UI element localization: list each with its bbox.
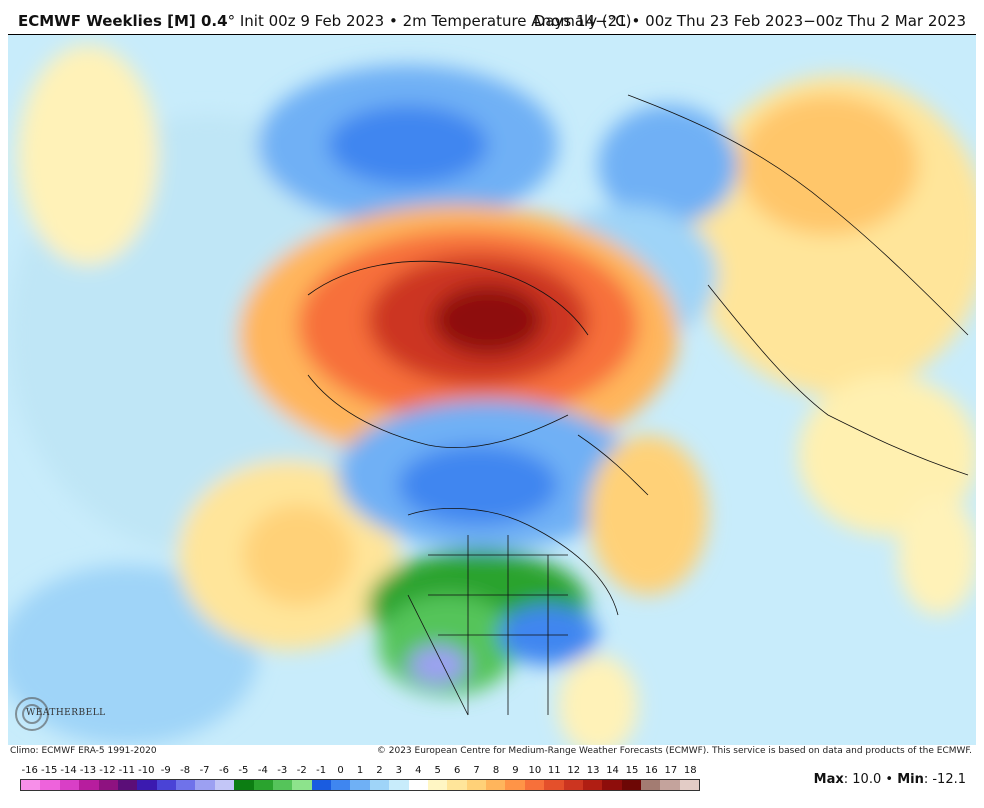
legend-swatch — [582, 780, 603, 790]
legend-label: 1 — [356, 765, 364, 776]
legend-swatch — [331, 780, 351, 790]
legend-swatch — [21, 780, 41, 790]
legend-swatch — [214, 780, 235, 790]
legend-label: -6 — [219, 765, 229, 776]
legend-label: -16 — [21, 765, 38, 776]
legend-labels: -16 -15 -14 -13 -12 -11 -10 -9 -8 -7 -6 -5 -4 -3 -2 -1 0… — [20, 765, 700, 779]
legend-swatch — [660, 780, 680, 790]
legend-swatch — [466, 780, 486, 790]
init-time: Init 00z 9 Feb 2023 — [239, 12, 385, 30]
legend-swatch — [447, 780, 467, 790]
climo-note: Climo: ECMWF ERA-5 1991-2020 — [10, 746, 157, 756]
legend-swatch — [176, 780, 196, 790]
legend-swatch — [117, 780, 138, 790]
legend-label: -4 — [257, 765, 268, 776]
legend-label: 16 — [645, 765, 658, 776]
legend-label: 2 — [376, 765, 383, 776]
legend-label: 3 — [395, 765, 403, 776]
valid-bullet: • — [631, 12, 641, 30]
legend-swatch — [350, 780, 370, 790]
anomaly-field — [8, 45, 976, 745]
anomaly-map[interactable] — [8, 34, 976, 745]
legend-label: 15 — [625, 765, 639, 776]
legend-label: 6 — [453, 765, 461, 776]
valid-period: Days 14−21 • 00z Thu 23 Feb 2023−00z Thu… — [534, 12, 966, 30]
legend-swatch — [621, 780, 641, 790]
degree-symbol: ° — [227, 12, 236, 30]
legend-label: 8 — [492, 765, 500, 776]
legend-label: -13 — [79, 765, 97, 776]
legend-swatch — [602, 780, 622, 790]
copyright-note: © 2023 European Centre for Medium-Range … — [376, 746, 972, 756]
legend-swatch — [408, 780, 428, 790]
legend-label: -3 — [277, 765, 288, 776]
stats-bullet: • — [885, 772, 894, 787]
legend-swatches — [20, 779, 700, 791]
legend-label: 9 — [512, 765, 519, 776]
legend-swatch — [524, 780, 545, 790]
legend-label: 0 — [337, 765, 344, 776]
legend-swatch — [486, 780, 506, 790]
legend-label: -10 — [138, 765, 155, 776]
coastlines — [307, 94, 969, 716]
legend-label: 7 — [473, 765, 480, 776]
legend-swatch — [272, 780, 293, 790]
legend-swatch — [505, 780, 525, 790]
legend-swatch — [98, 780, 118, 790]
legend-swatch — [563, 780, 583, 790]
legend-label: 14 — [606, 765, 619, 776]
legend-swatch — [292, 780, 312, 790]
legend-label: -12 — [99, 765, 116, 776]
valid-time: 00z Thu 23 Feb 2023−00z Thu 2 Mar 2023 — [645, 12, 966, 30]
legend-swatch — [427, 780, 448, 790]
legend-label: -14 — [60, 765, 77, 776]
legend-label: -2 — [296, 765, 307, 776]
legend-label: -7 — [199, 765, 210, 776]
logo-swirl-icon — [15, 697, 49, 731]
legend-swatch — [544, 780, 564, 790]
min-value: : -12.1 — [923, 772, 966, 787]
legend-swatch — [311, 780, 331, 790]
legend-swatch — [369, 780, 390, 790]
legend-label: 13 — [586, 765, 600, 776]
legend-swatch — [679, 780, 700, 790]
legend-swatch — [253, 780, 273, 790]
legend-label: 5 — [434, 765, 441, 776]
title-bullet: • — [388, 12, 398, 30]
legend-swatch — [156, 780, 176, 790]
min-label: Min — [897, 772, 924, 787]
forecast-days: Days 14−21 — [533, 12, 627, 30]
legend-swatch — [59, 780, 80, 790]
legend-label: -5 — [238, 765, 249, 776]
legend-swatch — [40, 780, 60, 790]
legend-label: -1 — [316, 765, 327, 776]
legend-label: -8 — [180, 765, 191, 776]
map-title: ECMWF Weeklies [M] 0.4° Init 00z 9 Feb 2… — [18, 12, 632, 30]
legend-label: 11 — [547, 765, 561, 776]
legend-label: 17 — [664, 765, 678, 776]
legend-swatch — [137, 780, 157, 790]
header: ECMWF Weeklies [M] 0.4° Init 00z 9 Feb 2… — [0, 0, 984, 34]
max-min-stats: Max: 10.0 • Min: -12.1 — [814, 772, 966, 787]
legend-label: 10 — [528, 765, 542, 776]
max-value: : 10.0 — [843, 772, 882, 787]
legend-label: 4 — [415, 765, 422, 776]
legend-label: 18 — [683, 765, 697, 776]
legend-label: -9 — [160, 765, 171, 776]
legend-swatch — [641, 780, 661, 790]
legend-label: -15 — [40, 765, 58, 776]
legend-swatch — [195, 780, 215, 790]
legend-label: 12 — [567, 765, 581, 776]
field-name: 2m Temperature Anomaly (°C) — [402, 12, 632, 30]
legend-label: -11 — [118, 765, 136, 776]
color-legend: -16 -15 -14 -13 -12 -11 -10 -9 -8 -7 -6 -5 -4 -3 -2 -1 0… — [20, 765, 700, 793]
logo-text: WEATHERBELL — [26, 708, 106, 718]
model-name: ECMWF Weeklies [M] 0.4 — [18, 12, 228, 30]
weatherbell-logo: WEATHERBELL — [12, 694, 105, 734]
legend-swatch — [389, 780, 409, 790]
map-canvas — [8, 35, 976, 745]
legend-swatch — [234, 780, 254, 790]
max-label: Max — [813, 772, 844, 787]
legend-swatch — [79, 780, 99, 790]
